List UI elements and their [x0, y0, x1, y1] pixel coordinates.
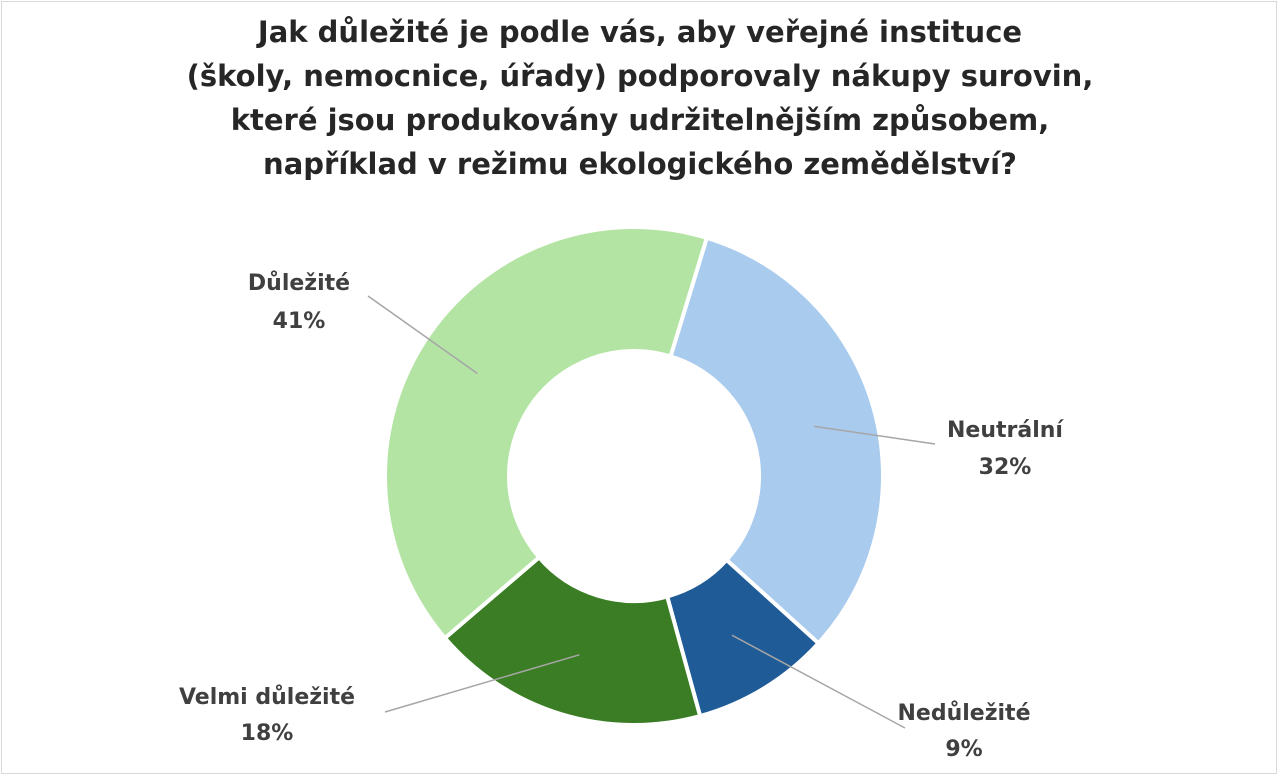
donut-slices [383, 225, 885, 727]
value-label-neutralni: 32% [979, 455, 1032, 480]
value-label-velmi-dulezite: 18% [241, 721, 294, 746]
category-label-velmi-dulezite: Velmi důležité [179, 685, 355, 710]
leader-line-nedulezite [731, 634, 906, 729]
leader-line-dulezite [367, 295, 478, 375]
category-label-dulezite: Důležité [248, 271, 350, 296]
chart-title: Jak důležité je podle vás, aby veřejné i… [0, 10, 1280, 186]
chart-title-line-2: (školy, nemocnice, úřady) podporovaly ná… [186, 59, 1094, 93]
chart-title-line-1: Jak důležité je podle vás, aby veřejné i… [257, 15, 1023, 49]
value-label-nedulezite: 9% [945, 737, 982, 762]
value-label-dulezite: 41% [273, 309, 326, 334]
chart-title-line-4: například v režimu ekologického zeměděls… [263, 147, 1017, 181]
leader-lines [367, 295, 936, 729]
slice-velmi-dulezite [442, 554, 703, 727]
data-labels: Neutrální 32% Nedůležité 9% Velmi důleži… [179, 271, 1064, 762]
leader-line-velmi-dulezite [384, 654, 580, 713]
slice-dulezite [383, 225, 710, 641]
leader-line-neutralni [814, 425, 936, 445]
category-label-nedulezite: Nedůležité [898, 701, 1031, 726]
chart-title-line-3: které jsou produkovány udržitelnějším zp… [230, 103, 1050, 137]
slice-neutralni [668, 235, 885, 647]
category-label-neutralni: Neutrální [947, 418, 1064, 443]
